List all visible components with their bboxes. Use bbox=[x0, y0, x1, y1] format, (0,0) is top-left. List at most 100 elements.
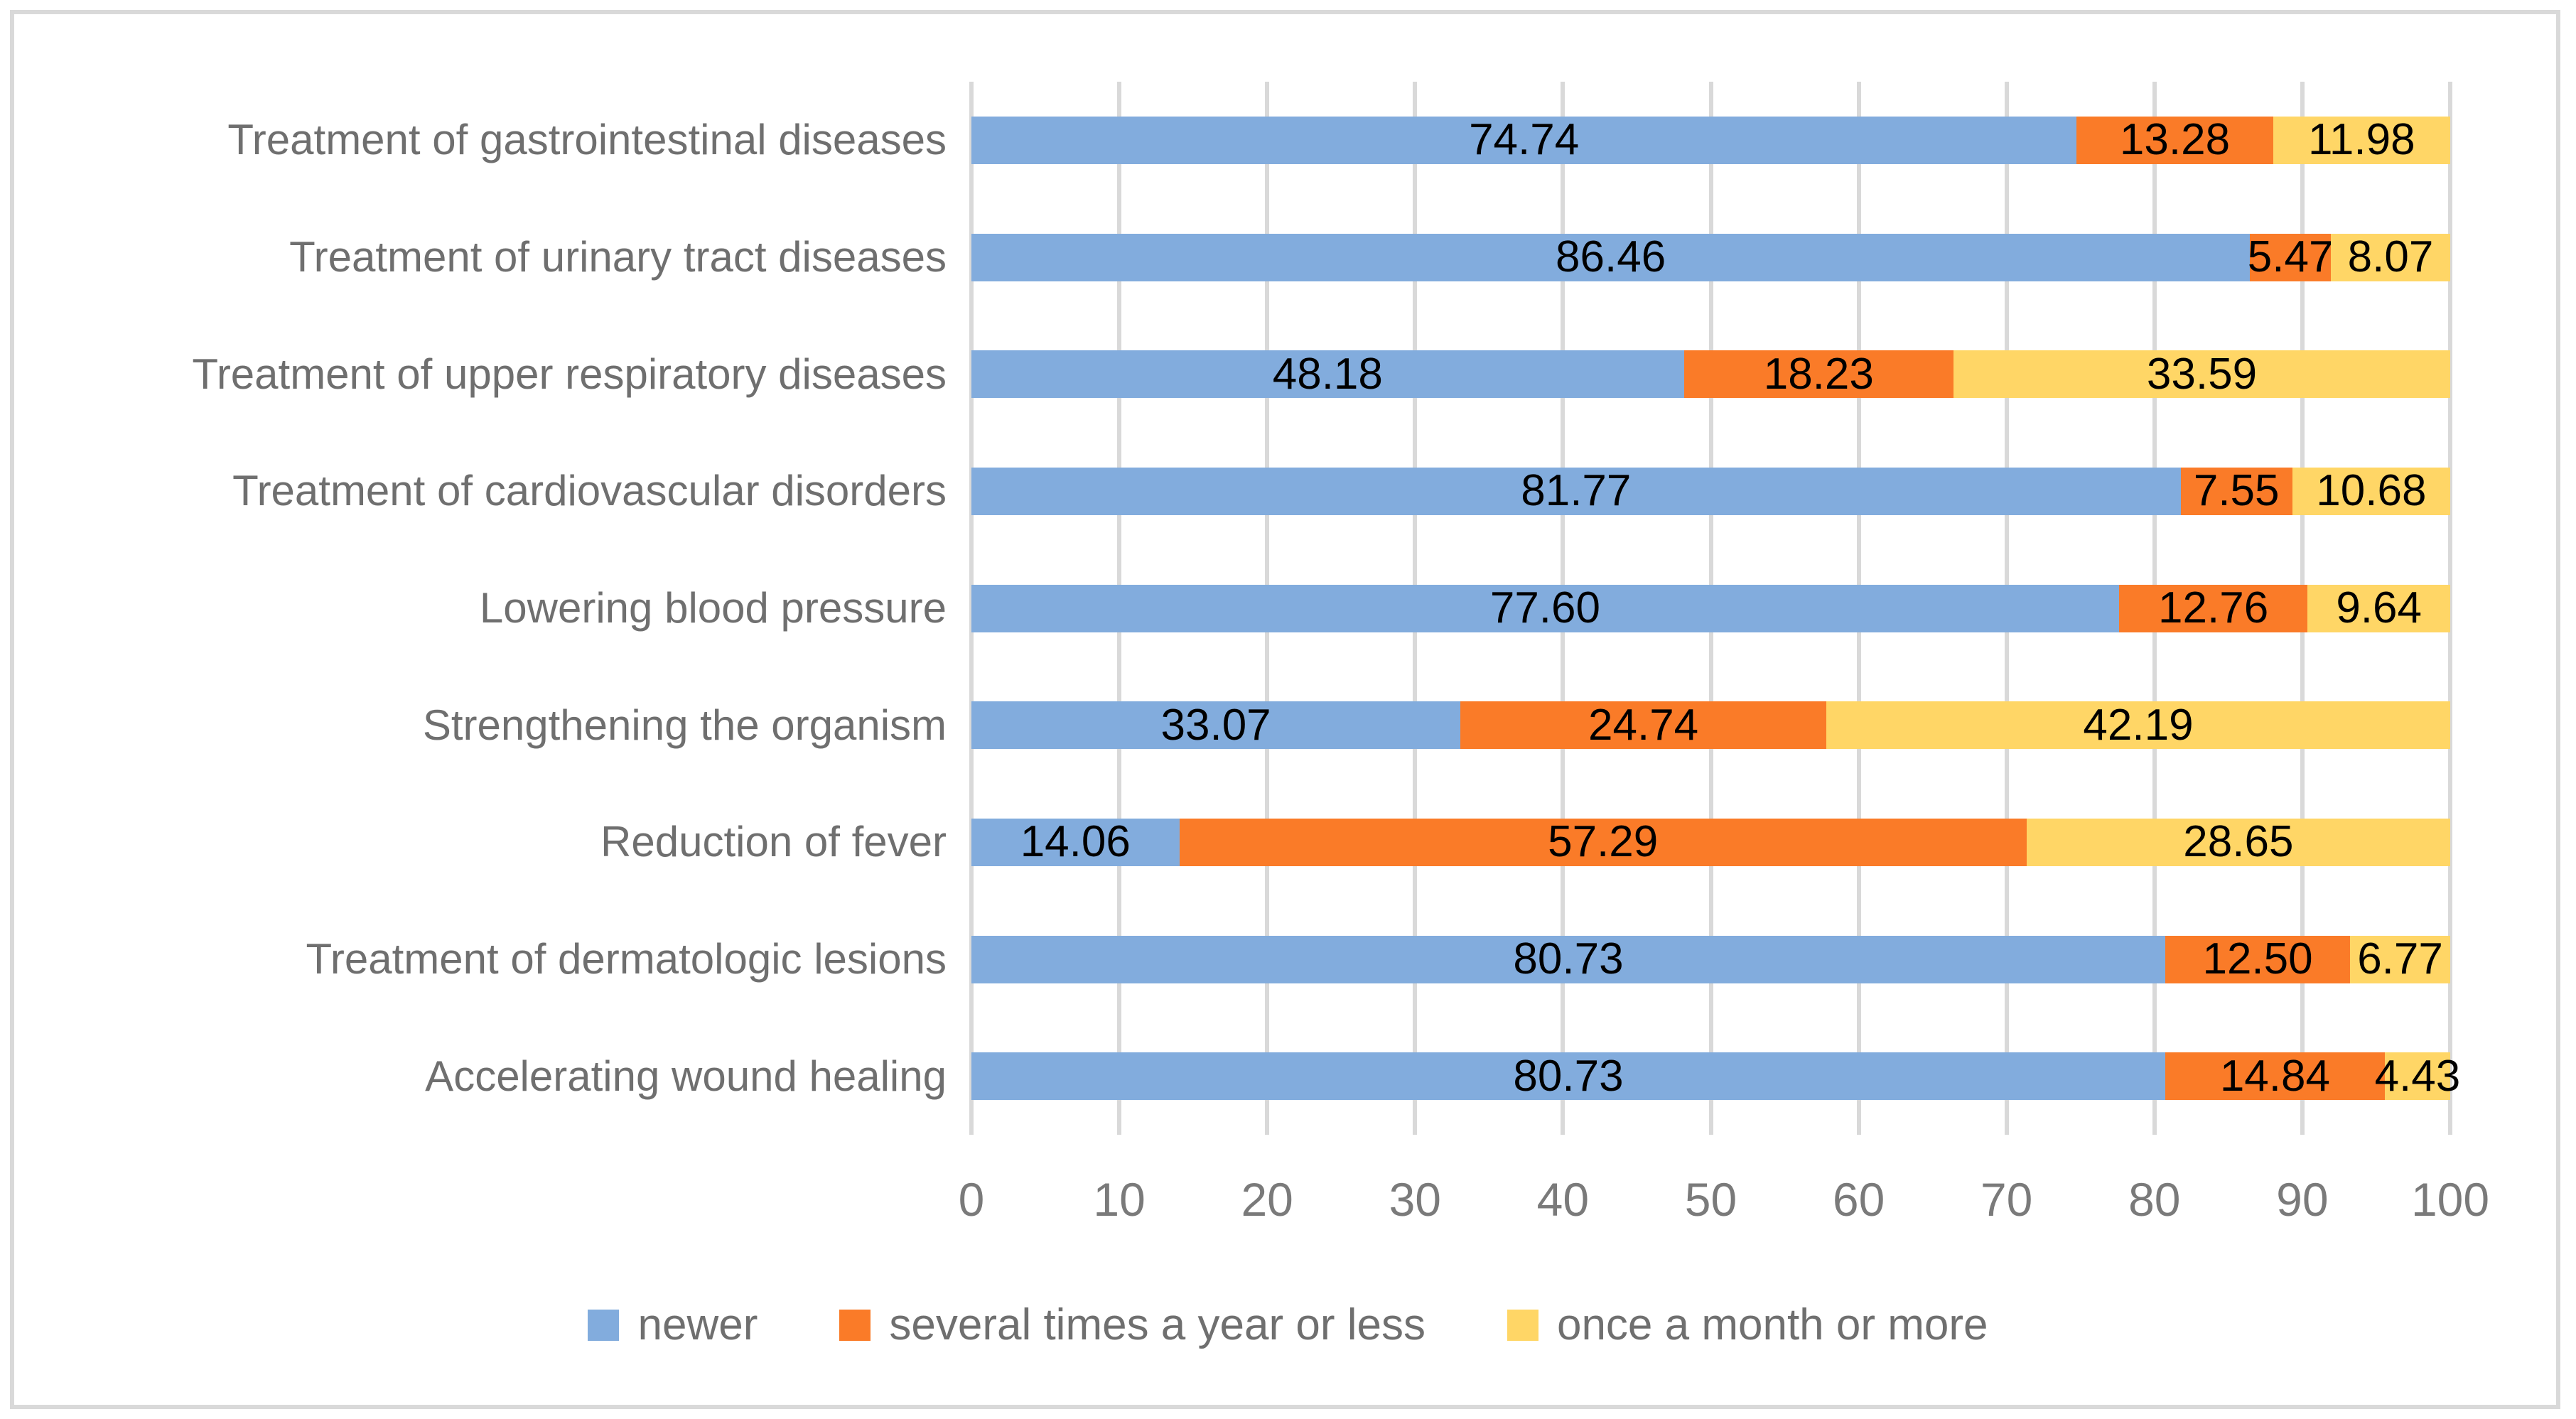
bar-segment: 24.74 bbox=[1460, 700, 1826, 750]
bar-row: 81.77 7.55 10.68 bbox=[971, 433, 2450, 550]
stacked-bar: 81.77 7.55 10.68 bbox=[971, 466, 2450, 516]
segment-value-label: 5.47 bbox=[2247, 232, 2334, 281]
x-axis-tick-label: 60 bbox=[1832, 1173, 1885, 1226]
segment-value-label: 11.98 bbox=[2308, 115, 2415, 165]
bar-segment: 42.19 bbox=[1826, 700, 2450, 750]
legend-swatch bbox=[839, 1310, 871, 1341]
segment-value-label: 57.29 bbox=[1548, 817, 1659, 867]
segment-value-label: 81.77 bbox=[1521, 466, 1632, 516]
segment-value-label: 13.28 bbox=[2119, 115, 2231, 165]
segment-value-label: 9.64 bbox=[2336, 583, 2422, 633]
segment-value-label: 12.76 bbox=[2158, 583, 2269, 633]
segment-value-label: 14.84 bbox=[2219, 1051, 2330, 1101]
category-label: Accelerating wound healing bbox=[425, 1052, 947, 1100]
category-label: Lowering blood pressure bbox=[479, 584, 947, 632]
category-label-slot: Treatment of gastrointestinal diseases bbox=[28, 82, 947, 199]
x-axis-tick-label: 80 bbox=[2128, 1173, 2181, 1226]
segment-value-label: 33.59 bbox=[2146, 349, 2258, 399]
segment-value-label: 6.77 bbox=[2357, 934, 2443, 984]
bar-segment: 7.55 bbox=[2180, 466, 2292, 516]
segment-value-label: 74.74 bbox=[1469, 115, 1580, 165]
category-label-slot: Treatment of cardiovascular disorders bbox=[28, 433, 947, 550]
x-axis-tick-label: 10 bbox=[1093, 1173, 1146, 1226]
segment-value-label: 4.43 bbox=[2374, 1051, 2461, 1101]
legend-item: once a month or more bbox=[1507, 1303, 1988, 1347]
bar-row: 80.73 12.50 6.77 bbox=[971, 901, 2450, 1018]
category-label: Strengthening the organism bbox=[422, 701, 947, 749]
category-label-slot: Reduction of fever bbox=[28, 784, 947, 901]
stacked-bar: 86.46 5.47 8.07 bbox=[971, 232, 2450, 281]
bar-segment: 14.06 bbox=[971, 817, 1180, 867]
segment-value-label: 48.18 bbox=[1272, 349, 1383, 399]
stacked-bar: 74.74 13.28 11.98 bbox=[971, 115, 2450, 165]
category-label-slot: Treatment of upper respiratory diseases bbox=[28, 315, 947, 433]
legend: newer several times a year or less once a … bbox=[0, 1290, 2576, 1361]
category-label-slot: Strengthening the organism bbox=[28, 667, 947, 784]
segment-value-label: 14.06 bbox=[1020, 817, 1131, 867]
bar-segment: 5.47 bbox=[2247, 232, 2334, 281]
category-label: Treatment of upper respiratory diseases bbox=[192, 350, 947, 398]
category-label-slot: Lowering blood pressure bbox=[28, 550, 947, 667]
segment-value-label: 12.50 bbox=[2202, 934, 2313, 984]
segment-value-label: 33.07 bbox=[1160, 700, 1271, 750]
legend-swatch bbox=[1507, 1310, 1538, 1341]
bar-segment: 80.73 bbox=[971, 935, 2165, 983]
bar-segment: 11.98 bbox=[2273, 115, 2450, 165]
x-axis-tick-label: 0 bbox=[958, 1173, 985, 1226]
segment-value-label: 8.07 bbox=[2347, 232, 2434, 281]
bar-segment: 77.60 bbox=[971, 583, 2119, 633]
segment-value-label: 86.46 bbox=[1556, 232, 1666, 281]
bar-row: 77.60 12.76 9.64 bbox=[971, 550, 2450, 667]
segment-value-label: 7.55 bbox=[2193, 466, 2280, 516]
bar-rows: 74.74 13.28 11.98 86.46 5.47 8.07 48.18 18.23 33… bbox=[971, 82, 2460, 1135]
bar-row: 74.74 13.28 11.98 bbox=[971, 82, 2450, 199]
x-axis-tick-label: 100 bbox=[2410, 1173, 2490, 1226]
segment-value-label: 77.60 bbox=[1489, 583, 1600, 633]
stacked-bar: 80.73 14.84 4.43 bbox=[971, 1051, 2460, 1101]
bar-row: 33.07 24.74 42.19 bbox=[971, 667, 2450, 784]
x-axis-tick-label: 90 bbox=[2276, 1173, 2329, 1226]
bar-segment: 48.18 bbox=[971, 349, 1684, 399]
stacked-bar: 48.18 18.23 33.59 bbox=[971, 349, 2450, 399]
bar-row: 14.06 57.29 28.65 bbox=[971, 784, 2450, 901]
x-axis-tick-label: 20 bbox=[1241, 1173, 1293, 1226]
category-label: Treatment of urinary tract diseases bbox=[289, 233, 947, 281]
stacked-bar: 33.07 24.74 42.19 bbox=[971, 700, 2450, 750]
bar-segment: 9.64 bbox=[2307, 583, 2450, 633]
bar-segment: 80.73 bbox=[971, 1052, 2165, 1101]
legend-label: once a month or more bbox=[1556, 1300, 1988, 1349]
bar-segment: 13.28 bbox=[2076, 115, 2273, 165]
legend-item: newer bbox=[588, 1303, 758, 1347]
segment-value-label: 24.74 bbox=[1588, 700, 1699, 750]
x-axis-tick-label: 40 bbox=[1536, 1173, 1590, 1226]
bar-segment: 28.65 bbox=[2026, 817, 2450, 867]
bar-row: 80.73 14.84 4.43 bbox=[971, 1018, 2460, 1135]
x-axis: 0 10 20 30 40 50 60 70 80 90 100 bbox=[959, 1173, 2489, 1240]
bar-segment: 14.84 bbox=[2165, 1051, 2385, 1101]
plot-area: 74.74 13.28 11.98 86.46 5.47 8.07 48.18 18.23 33… bbox=[969, 82, 2460, 1135]
stacked-bar: 80.73 12.50 6.77 bbox=[971, 934, 2450, 984]
segment-value-label: 42.19 bbox=[2083, 700, 2194, 750]
category-label: Treatment of gastrointestinal diseases bbox=[227, 116, 947, 164]
bar-segment: 12.50 bbox=[2165, 934, 2351, 984]
bar-row: 48.18 18.23 33.59 bbox=[971, 315, 2450, 433]
legend-swatch bbox=[588, 1310, 620, 1341]
segment-value-label: 18.23 bbox=[1763, 349, 1874, 399]
x-axis-tick-label: 70 bbox=[1980, 1173, 2033, 1226]
category-label-slot: Accelerating wound healing bbox=[28, 1018, 947, 1135]
bar-segment: 33.59 bbox=[1953, 349, 2450, 399]
category-label: Treatment of dermatologic lesions bbox=[306, 935, 947, 983]
bar-segment: 6.77 bbox=[2350, 934, 2450, 984]
legend-label: several times a year or less bbox=[889, 1300, 1426, 1349]
legend-item: several times a year or less bbox=[839, 1303, 1426, 1347]
gridline bbox=[2448, 82, 2452, 1135]
stacked-bar: 77.60 12.76 9.64 bbox=[971, 583, 2450, 633]
bar-segment: 10.68 bbox=[2292, 467, 2450, 515]
category-label-slot: Treatment of urinary tract diseases bbox=[28, 199, 947, 316]
bar-segment: 18.23 bbox=[1683, 349, 1953, 399]
bar-segment: 81.77 bbox=[971, 466, 2181, 516]
bar-segment: 86.46 bbox=[971, 232, 2251, 281]
segment-value-label: 28.65 bbox=[2183, 817, 2294, 867]
x-axis-tick-label: 30 bbox=[1389, 1173, 1442, 1226]
category-label-slot: Treatment of dermatologic lesions bbox=[28, 901, 947, 1018]
